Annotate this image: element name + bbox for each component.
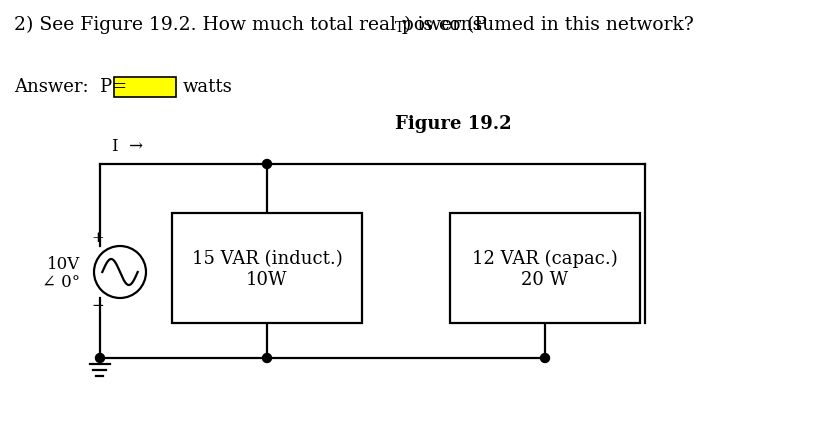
Text: 2) See Figure 19.2. How much total real power (P: 2) See Figure 19.2. How much total real … [14,16,486,34]
Text: ) is consumed in this network?: ) is consumed in this network? [404,16,693,34]
Text: 20 W: 20 W [521,271,568,289]
Text: ∠ 0°: ∠ 0° [42,273,80,290]
FancyBboxPatch shape [450,213,639,323]
Text: 10V: 10V [47,255,80,272]
FancyBboxPatch shape [172,213,361,323]
Text: I  →: I → [112,137,143,154]
Text: watts: watts [183,78,233,96]
Text: 12 VAR (capac.): 12 VAR (capac.) [472,250,618,268]
Circle shape [95,354,104,362]
Text: +: + [92,231,104,245]
Text: 10W: 10W [246,271,287,289]
Circle shape [262,160,271,168]
Circle shape [262,354,271,362]
Text: Answer:  P=: Answer: P= [14,78,127,96]
FancyBboxPatch shape [114,77,176,97]
Circle shape [540,354,549,362]
Text: T: T [395,21,404,35]
Text: 15 VAR (induct.): 15 VAR (induct.) [192,250,342,268]
Text: −: − [92,299,104,313]
Text: Figure 19.2: Figure 19.2 [395,115,511,133]
